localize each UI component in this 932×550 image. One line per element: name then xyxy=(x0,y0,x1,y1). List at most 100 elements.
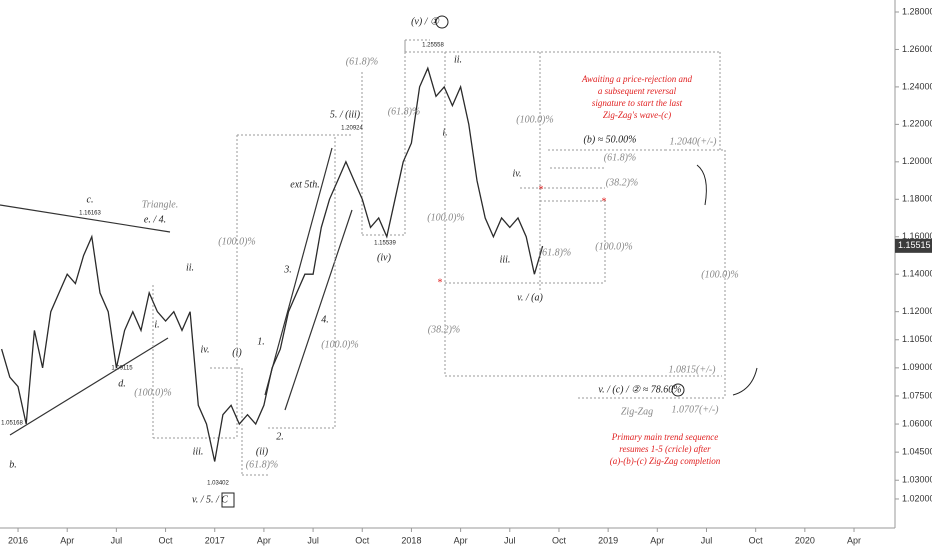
annotation: (v) / ① xyxy=(411,16,440,27)
annotation: d. xyxy=(118,378,126,389)
annotation: i. xyxy=(154,319,159,330)
annotation: v. / 5. / C xyxy=(192,494,228,505)
note-bottom: resumes 1-5 (cricle) after xyxy=(619,444,711,454)
note-bottom: (a)-(b)-(c) Zig-Zag completion xyxy=(610,456,721,466)
annotation: 2. xyxy=(276,431,284,442)
last-price-tag xyxy=(895,238,932,253)
annotation: (38.2)% xyxy=(428,324,461,335)
x-tick-label: Jul xyxy=(701,535,713,545)
annotation: (100.0)% xyxy=(134,387,172,398)
x-tick-label: Oct xyxy=(749,535,764,545)
annotation: (100.0)% xyxy=(516,114,554,125)
annotation: (b) ≈ 50.00% xyxy=(584,134,637,145)
annotation: (61.8)% xyxy=(246,459,279,470)
annotation: 1.0707(+/-) xyxy=(671,404,719,415)
y-tick-label: 1.18000 xyxy=(902,194,932,204)
annotation: iv. xyxy=(201,344,210,355)
arrow-down xyxy=(696,164,707,206)
annotation: (61.8)% xyxy=(604,152,637,163)
x-tick-label: Apr xyxy=(60,535,74,545)
marker: * xyxy=(602,196,607,207)
annotation: 1.09115 xyxy=(111,366,133,372)
annotation: 1.15539 xyxy=(374,241,396,247)
x-tick-label: Oct xyxy=(552,535,567,545)
x-tick-label: Oct xyxy=(159,535,174,545)
annotation: (61.8)% xyxy=(539,247,572,258)
note-bottom: Primary main trend sequence xyxy=(611,432,718,442)
x-tick-label: 2019 xyxy=(598,535,618,545)
x-tick-label: Jul xyxy=(307,535,319,545)
y-tick-label: 1.14000 xyxy=(902,269,932,279)
annotation: v. / (a) xyxy=(517,292,543,303)
x-tick-label: 2020 xyxy=(795,535,815,545)
fib-mid xyxy=(361,40,406,236)
y-tick-label: 1.20000 xyxy=(902,156,932,166)
annotation: 5. / (iii) xyxy=(330,109,361,120)
fib-projection xyxy=(578,149,726,399)
annotation: e. / 4. xyxy=(144,214,166,225)
annotation: 1. xyxy=(257,336,265,347)
x-tick-label: 2016 xyxy=(8,535,28,545)
annotation: i. xyxy=(442,127,447,138)
annotation: (100.0)% xyxy=(595,241,633,252)
marker: * xyxy=(539,184,544,195)
trend-lines xyxy=(0,147,353,436)
annotation: (i) xyxy=(232,347,242,358)
annotation: (61.8)% xyxy=(388,106,421,117)
annotation: (61.8)% xyxy=(346,56,379,67)
y-tick-label: 1.04500 xyxy=(902,447,932,457)
annotation: 1.0815(+/-) xyxy=(668,364,716,375)
annotation: (38.2)% xyxy=(606,177,639,188)
triangle-upper xyxy=(0,204,171,233)
price-line xyxy=(0,66,544,462)
x-tick-label: Jul xyxy=(504,535,516,545)
note-top: a subsequent reversal xyxy=(598,86,677,96)
fib-b xyxy=(445,149,665,284)
fib-left xyxy=(152,134,352,439)
annotation: ii. xyxy=(186,262,194,273)
circle-1 xyxy=(435,15,449,29)
y-tick-label: 1.22000 xyxy=(902,119,932,129)
y-tick-label: 1.28000 xyxy=(902,6,932,16)
x-tick-label: 2017 xyxy=(205,535,225,545)
y-tick-label: 1.02000 xyxy=(902,493,932,503)
arrow-up xyxy=(732,367,758,396)
annotation: (100.0)% xyxy=(427,212,465,223)
channel-upper xyxy=(264,147,333,396)
annotation: 1.2040(+/-) xyxy=(669,136,717,147)
box-c xyxy=(221,492,235,508)
marker: * xyxy=(438,277,443,288)
note-top: signature to start the last xyxy=(592,98,683,108)
note-top: Awaiting a price-rejection and xyxy=(581,74,692,84)
annotation: 1.20924 xyxy=(341,126,363,132)
x-tick-label: Apr xyxy=(847,535,861,545)
annotation: 1.25558 xyxy=(422,43,444,49)
y-tick-label: 1.06000 xyxy=(902,418,932,428)
annotation: ext 5th. xyxy=(290,179,319,190)
channel-lower xyxy=(284,209,353,411)
annotation: Zig-Zag xyxy=(621,406,653,417)
x-tick-label: Oct xyxy=(355,535,370,545)
annotation: v. / (c) / ② ≈ 78.60% xyxy=(598,384,681,395)
y-tick-label: 1.24000 xyxy=(902,81,932,91)
fib-lines xyxy=(152,39,726,476)
x-tick-label: Jul xyxy=(111,535,123,545)
annotation: 1.05168 xyxy=(1,421,23,427)
annotation: (ii) xyxy=(256,446,269,457)
x-tick-label: Apr xyxy=(257,535,271,545)
annotation: c. xyxy=(87,194,94,205)
note-top: Zig-Zag's wave-(c) xyxy=(603,110,671,120)
annotation: iii. xyxy=(193,446,204,457)
last-price-label: 1.15515 xyxy=(898,240,931,250)
y-tick-label: 1.09000 xyxy=(902,362,932,372)
annotation: (100.0)% xyxy=(701,269,739,280)
annotation: (iv) xyxy=(377,252,392,263)
y-tick-label: 1.03000 xyxy=(902,475,932,485)
annotation: (100.0)% xyxy=(218,236,256,247)
annotation: 1.16163 xyxy=(79,211,101,217)
annotation: (100.0)% xyxy=(321,339,359,350)
y-tick-label: 1.26000 xyxy=(902,44,932,54)
x-tick-label: Apr xyxy=(650,535,664,545)
